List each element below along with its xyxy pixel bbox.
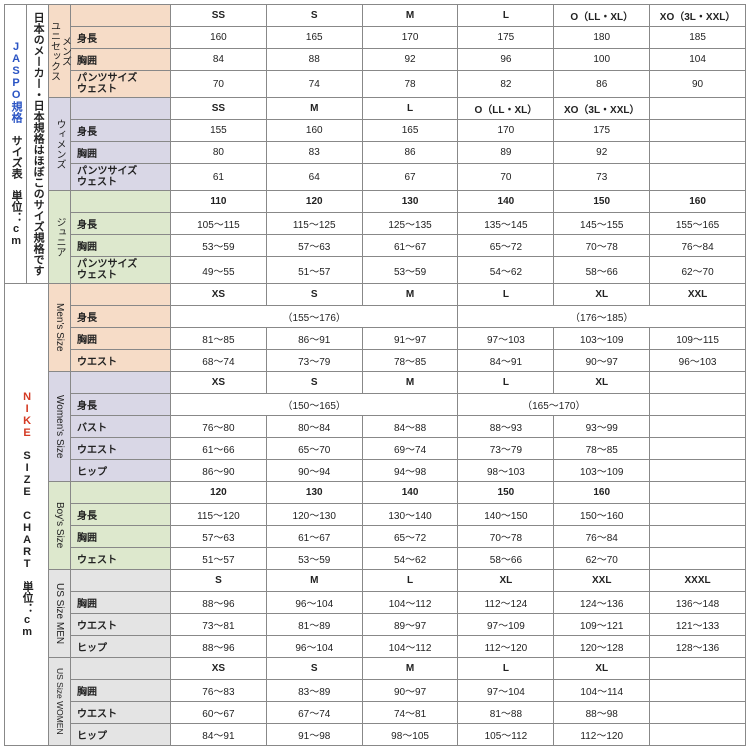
size-header: S bbox=[266, 5, 362, 27]
size-header: 120 bbox=[171, 482, 267, 504]
size-header: S bbox=[266, 658, 362, 680]
table-row: 身長 （150～165） （165～170） bbox=[5, 394, 746, 416]
size-header: S bbox=[266, 372, 362, 394]
table-row: 胸囲 8083868992 bbox=[5, 142, 746, 164]
size-header: SS bbox=[171, 98, 267, 120]
size-header: XL bbox=[554, 372, 650, 394]
size-header: M bbox=[362, 372, 458, 394]
size-header: L bbox=[362, 570, 458, 592]
size-header: O（LL・XL） bbox=[554, 5, 650, 27]
table-row: ヒップ 86～9090～9494～9898～103103～109 bbox=[5, 460, 746, 482]
size-header: XL bbox=[554, 658, 650, 680]
size-header: SS bbox=[171, 5, 267, 27]
nike-usmen-label: US Size MEN bbox=[49, 570, 71, 658]
size-header: M bbox=[266, 570, 362, 592]
table-row: 胸囲 81～8586～9191～9797～103103～109109～115 bbox=[5, 328, 746, 350]
size-header: L bbox=[458, 372, 554, 394]
table-row: 胸囲 53～5957～6361～6765～7270～7876～84 bbox=[5, 235, 746, 257]
size-header: XXL bbox=[650, 284, 746, 306]
size-header: S bbox=[171, 570, 267, 592]
nike-womens-label: Women's Size bbox=[49, 372, 71, 482]
size-header: O（LL・XL） bbox=[458, 98, 554, 120]
table-row: ウエスト 68～7473～7978～8584～9190～9796～103 bbox=[5, 350, 746, 372]
size-header: XL bbox=[458, 570, 554, 592]
table-row: パンツサイズ ウェスト 49～5551～5753～5954～6258～6662～… bbox=[5, 257, 746, 284]
table-row: ヒップ 88～9696～104104～112112～120120～128128～… bbox=[5, 636, 746, 658]
size-chart-table: JASPO規格 サイズ表 単位：cm 日本のメーカー・日本規格はほぼこのサイズ規… bbox=[4, 4, 746, 746]
size-header: XS bbox=[171, 372, 267, 394]
size-header: L bbox=[458, 5, 554, 27]
table-row: 身長 160165170175180185 bbox=[5, 27, 746, 49]
jaspo-main-label: JASPO規格 サイズ表 単位：cm bbox=[5, 5, 27, 284]
table-row: 胸囲 57～6361～6765～7270～7876～84 bbox=[5, 526, 746, 548]
table-row: ウエスト 61～6665～7069～7473～7978～85 bbox=[5, 438, 746, 460]
size-header: 150 bbox=[458, 482, 554, 504]
table-row: パンツサイズ ウェスト 6164677073 bbox=[5, 164, 746, 191]
size-header: XO（3L・XXL） bbox=[554, 98, 650, 120]
jaspo-junior-label: ジュニア bbox=[49, 191, 71, 284]
size-header bbox=[650, 658, 746, 680]
table-row: 身長 （155～176） （176～185） bbox=[5, 306, 746, 328]
size-header: XS bbox=[171, 284, 267, 306]
table-row: 胸囲 84889296100104 bbox=[5, 49, 746, 71]
table-row: 胸囲 88～9696～104104～112112～124124～136136～1… bbox=[5, 592, 746, 614]
size-header: L bbox=[458, 284, 554, 306]
size-header: XL bbox=[554, 284, 650, 306]
size-header: 130 bbox=[362, 191, 458, 213]
size-header: 150 bbox=[554, 191, 650, 213]
nike-mens-label: Men's Size bbox=[49, 284, 71, 372]
size-header bbox=[650, 98, 746, 120]
size-header: XO（3L・XXL） bbox=[650, 5, 746, 27]
size-header: 140 bbox=[458, 191, 554, 213]
nike-main-label: NIKE SIZE CHART 単位：cm bbox=[5, 284, 49, 746]
nike-uswomen-label: US Size WOMEN bbox=[49, 658, 71, 746]
jaspo-mens-label: メンズ ユニセックス bbox=[49, 5, 71, 98]
size-header: M bbox=[362, 284, 458, 306]
table-row: パンツサイズ ウェスト 707478828690 bbox=[5, 71, 746, 98]
size-header: M bbox=[362, 658, 458, 680]
size-header bbox=[650, 372, 746, 394]
size-header: M bbox=[362, 5, 458, 27]
table-row: ウェスト 51～5753～5954～6258～6662～70 bbox=[5, 548, 746, 570]
table-row: バスト 76～8080～8484～8888～9393～99 bbox=[5, 416, 746, 438]
size-header: XS bbox=[171, 658, 267, 680]
table-row: 胸囲 76～8383～8990～9797～104104～114 bbox=[5, 680, 746, 702]
size-header: XXXL bbox=[650, 570, 746, 592]
size-header: 120 bbox=[266, 191, 362, 213]
table-row: 身長 105～115115～125125～135135～145145～15515… bbox=[5, 213, 746, 235]
size-header: 140 bbox=[362, 482, 458, 504]
table-row: 身長 155160165170175 bbox=[5, 120, 746, 142]
size-header: L bbox=[458, 658, 554, 680]
size-header: 110 bbox=[171, 191, 267, 213]
table-row: ウエスト 60～6767～7474～8181～8888～98 bbox=[5, 702, 746, 724]
size-header: 130 bbox=[266, 482, 362, 504]
table-row: ヒップ 84～9191～9898～105105～112112～120 bbox=[5, 724, 746, 746]
jaspo-sub-label: 日本のメーカー・日本規格はほぼこのサイズ規格です bbox=[27, 5, 49, 284]
size-header: M bbox=[266, 98, 362, 120]
size-header: S bbox=[266, 284, 362, 306]
table-row: 身長 115～120120～130130～140140～150150～160 bbox=[5, 504, 746, 526]
nike-boys-label: Boy's Size bbox=[49, 482, 71, 570]
jaspo-womens-label: ウィメンズ bbox=[49, 98, 71, 191]
table-row: ウエスト 73～8181～8989～9797～109109～121121～133 bbox=[5, 614, 746, 636]
size-header: 160 bbox=[650, 191, 746, 213]
size-header bbox=[650, 482, 746, 504]
size-header: XXL bbox=[554, 570, 650, 592]
size-header: L bbox=[362, 98, 458, 120]
size-header: 160 bbox=[554, 482, 650, 504]
